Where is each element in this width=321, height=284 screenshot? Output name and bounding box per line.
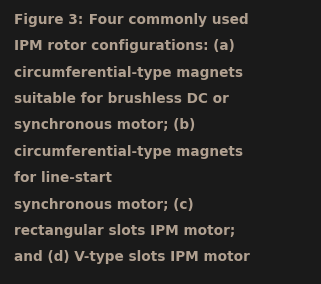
Text: Four commonly used: Four commonly used [84, 13, 248, 27]
Text: synchronous motor; (b): synchronous motor; (b) [14, 118, 196, 132]
Text: circumferential-type magnets: circumferential-type magnets [14, 66, 243, 80]
Text: Figure 3:: Figure 3: [14, 13, 84, 27]
Text: IPM rotor configurations: (a): IPM rotor configurations: (a) [14, 39, 235, 53]
Text: rectangular slots IPM motor;: rectangular slots IPM motor; [14, 224, 236, 238]
Text: for line-start: for line-start [14, 171, 112, 185]
Text: synchronous motor; (c): synchronous motor; (c) [14, 198, 194, 212]
Text: circumferential-type magnets: circumferential-type magnets [14, 145, 243, 159]
Text: suitable for brushless DC or: suitable for brushless DC or [14, 92, 229, 106]
Text: and (d) V-type slots IPM motor: and (d) V-type slots IPM motor [14, 250, 250, 264]
